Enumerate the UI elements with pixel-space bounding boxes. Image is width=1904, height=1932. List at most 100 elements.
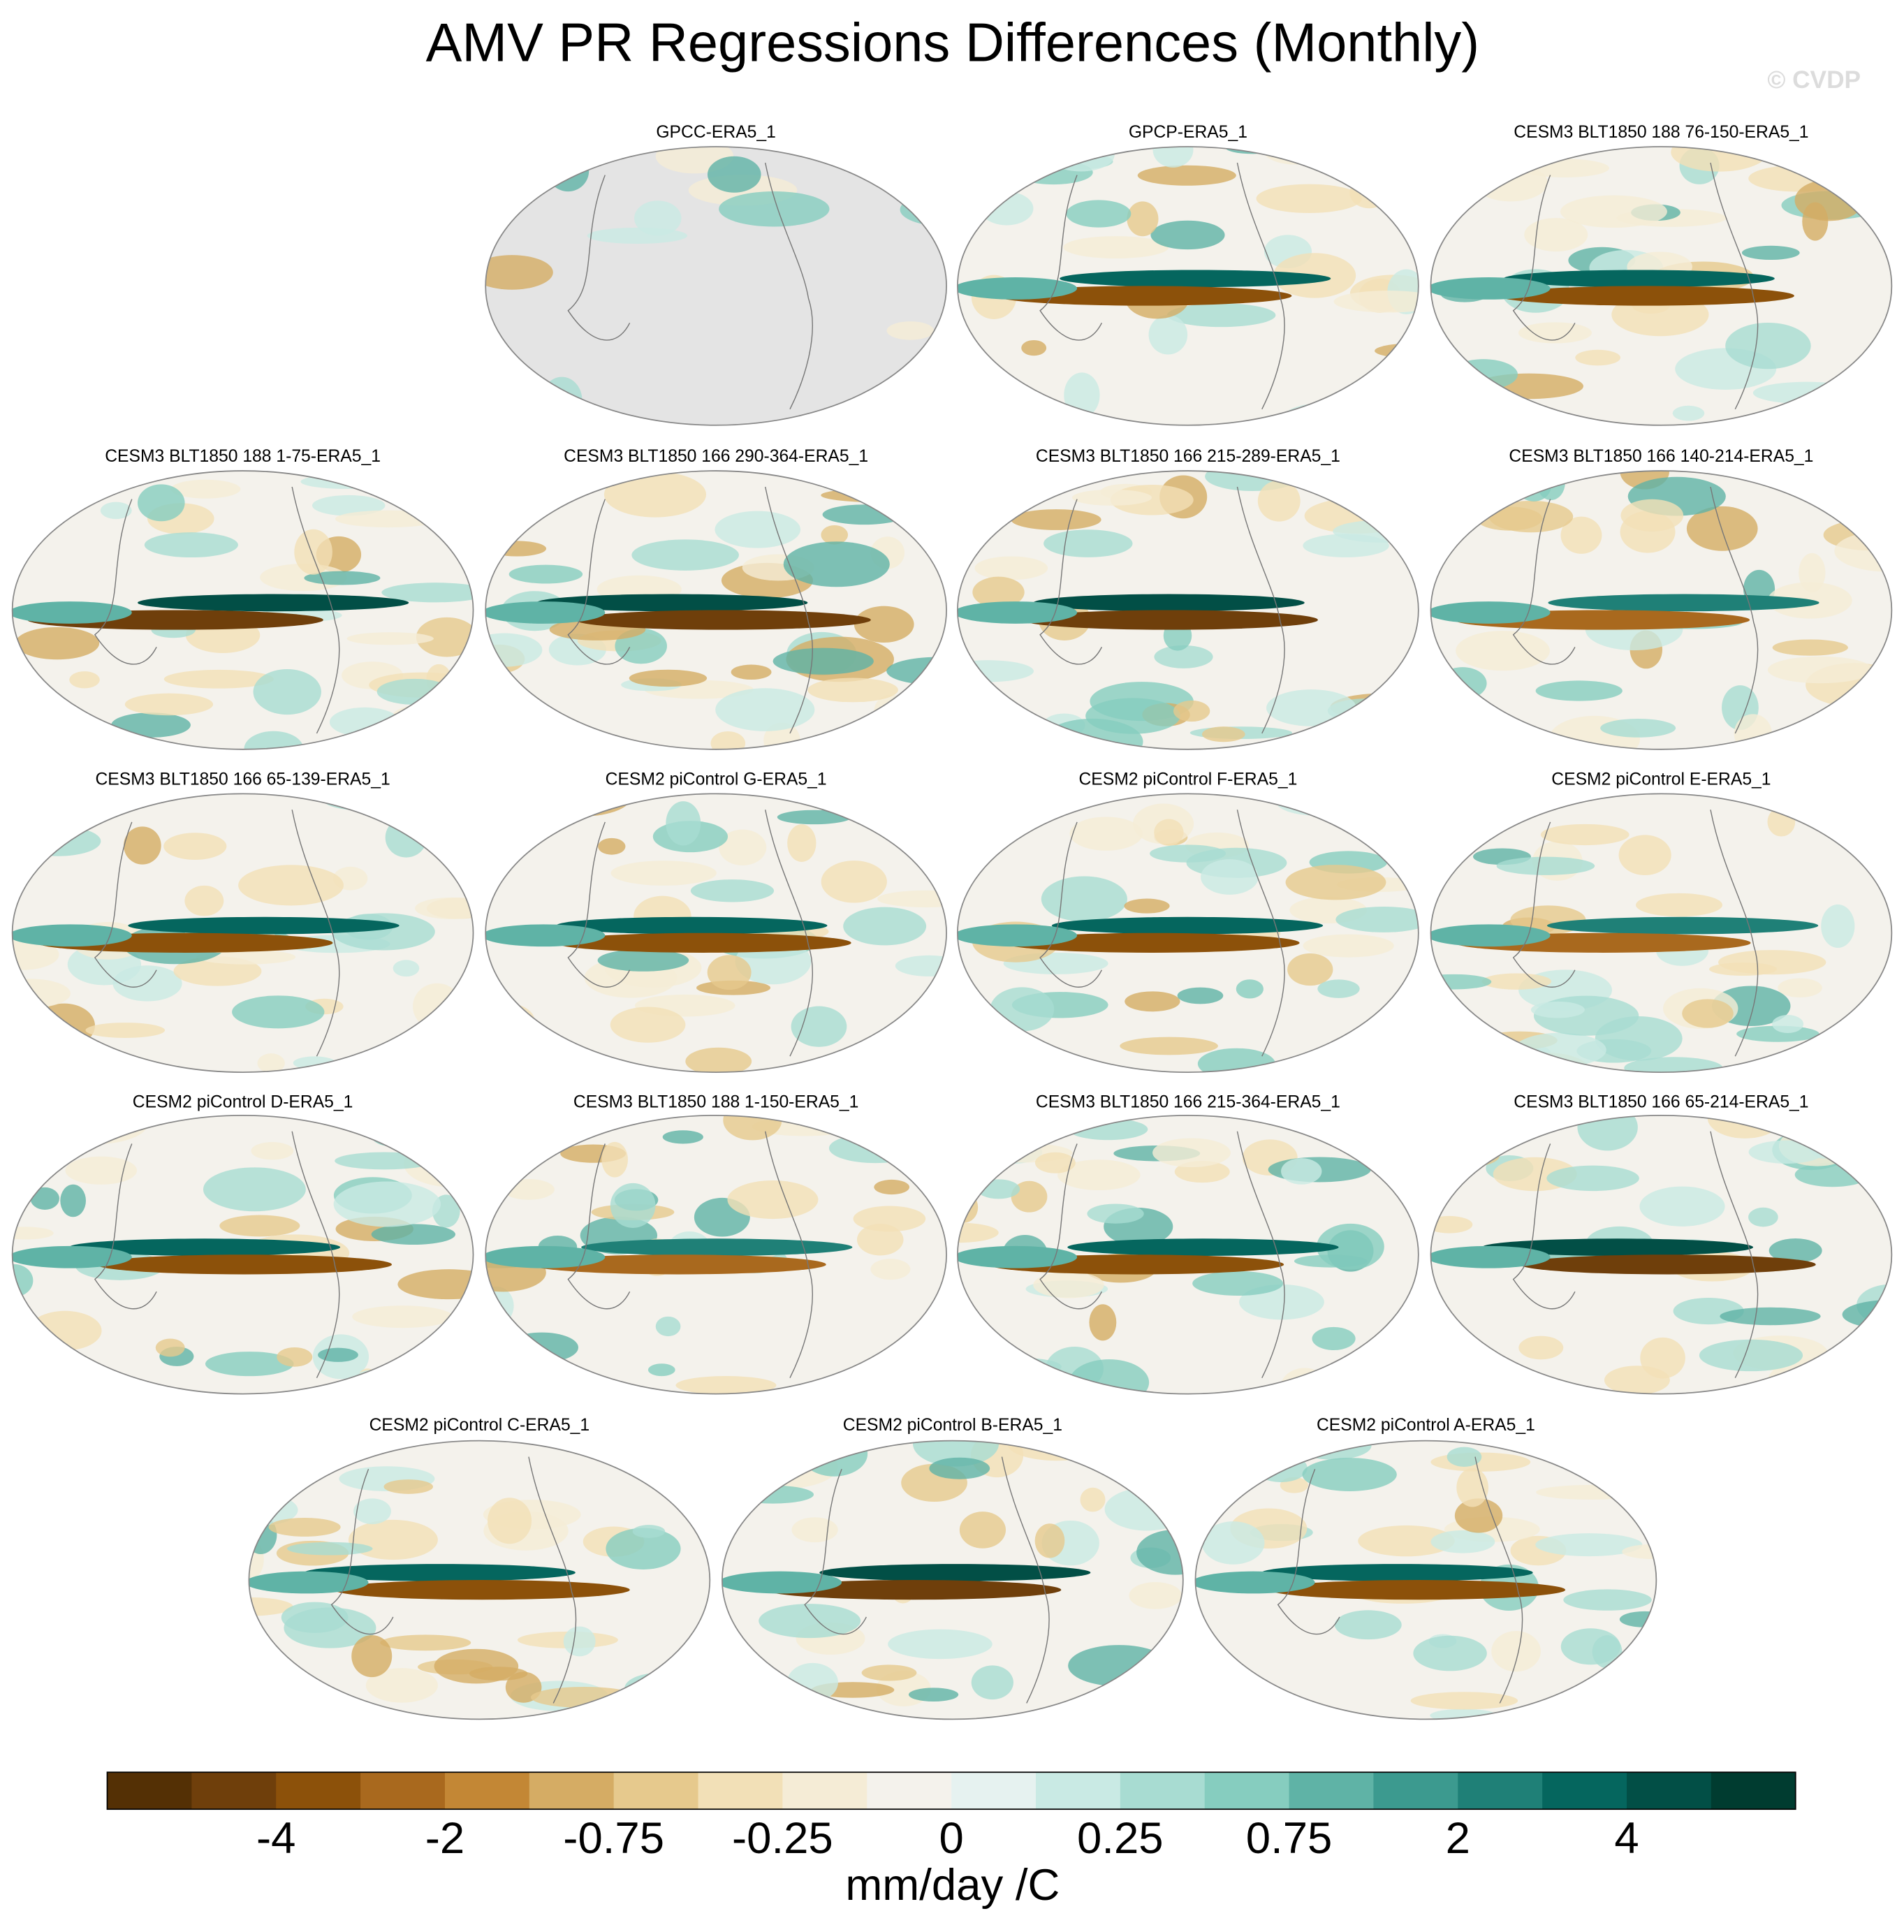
coastline: [330, 1468, 394, 1635]
map-shading: [416, 617, 474, 657]
coastline: [567, 499, 631, 665]
map-shading: [1772, 1015, 1804, 1034]
map-shading: [655, 1316, 681, 1337]
map-shading: [980, 191, 1034, 226]
map-shading: [1154, 819, 1184, 847]
map-shading: [1266, 689, 1356, 726]
map-shading: [1349, 821, 1419, 839]
map-shading: [603, 471, 707, 518]
coastline: [94, 499, 157, 665]
tropical-band: [556, 916, 828, 935]
map-shading: [352, 1305, 453, 1329]
map-shading: [821, 488, 932, 503]
tropical-band: [1060, 270, 1331, 288]
map-shading: [170, 479, 241, 499]
map-shading: [434, 1648, 519, 1684]
map-shading: [929, 1457, 990, 1479]
coastline: [1236, 162, 1285, 410]
map-shading: [1358, 1525, 1455, 1557]
map-shading: [791, 1006, 847, 1047]
map-shading: [1430, 1215, 1473, 1234]
map-shading: [312, 495, 386, 516]
map-shading: [1236, 979, 1264, 999]
map-shading: [1066, 200, 1132, 228]
map-shading: [1148, 314, 1188, 355]
map-shading: [396, 1034, 462, 1060]
colorbar-box: [1289, 1772, 1374, 1810]
map-shading: [976, 1179, 1020, 1199]
tropical-band: [957, 924, 1078, 947]
map-shading: [508, 564, 583, 584]
coastline: [567, 821, 631, 988]
map-shading: [1741, 245, 1800, 261]
map-shading: [1624, 1057, 1723, 1073]
map-shading: [1535, 1533, 1643, 1557]
tropical-band: [1430, 277, 1551, 300]
map-shading: [1047, 147, 1115, 172]
map-shading: [1748, 165, 1848, 192]
map-shading: [251, 1442, 295, 1488]
map-shading: [1802, 202, 1829, 241]
coastline: [1236, 1131, 1285, 1378]
coastline: [804, 1468, 867, 1635]
map-shading: [329, 707, 400, 737]
map-shading: [1794, 403, 1885, 425]
map-shading: [610, 1183, 656, 1228]
map-shading: [783, 541, 890, 587]
watermark: © CVDP: [1767, 66, 1861, 94]
colorbar-box: [444, 1772, 530, 1810]
tropical-band: [12, 924, 132, 947]
map-shading: [1430, 1329, 1458, 1375]
coastline: [1039, 175, 1103, 341]
tropical-band: [722, 1571, 842, 1594]
map-shading: [1872, 502, 1892, 522]
map-shading: [485, 1003, 535, 1039]
coastline: [765, 162, 813, 410]
map-shading: [318, 1347, 358, 1362]
coastline: [765, 810, 813, 1057]
tropical-band: [1548, 594, 1819, 612]
map-shading: [1034, 1152, 1076, 1173]
map-outline: [957, 146, 1419, 426]
map-shading: [666, 801, 701, 846]
map-shading: [1430, 705, 1493, 743]
map-shading: [387, 471, 444, 501]
map-shading: [1333, 520, 1419, 543]
map-shading: [541, 376, 583, 423]
map-shading: [353, 1498, 391, 1525]
map-shading: [144, 532, 238, 558]
coastline: [291, 486, 340, 734]
map-shading: [262, 1440, 297, 1468]
map-shading: [1496, 856, 1595, 875]
map-shading: [1815, 1128, 1843, 1150]
map-panel: [722, 1440, 1183, 1720]
tropical-band: [1033, 594, 1305, 612]
tropical-band: [957, 601, 1078, 624]
map-shading: [957, 1192, 979, 1223]
map-shading: [203, 1167, 306, 1212]
map-shading: [861, 1664, 917, 1681]
map-shading: [888, 1629, 993, 1660]
map-panel: [957, 793, 1419, 1073]
map-shading: [196, 949, 296, 965]
map-shading: [1069, 817, 1143, 851]
panel-title: CESM3 BLT1850 166 140-214-ERA5_1: [1509, 447, 1813, 466]
map-shading: [777, 810, 851, 825]
map-shading: [1080, 1487, 1106, 1512]
map-shading: [1011, 1180, 1048, 1213]
map-shading: [1287, 953, 1333, 986]
coastline: [1710, 1131, 1759, 1378]
map-shading: [1281, 1158, 1322, 1185]
map-shading: [1317, 979, 1360, 998]
map-shading: [1294, 1440, 1372, 1460]
colorbar-label: -0.75: [563, 1814, 664, 1863]
tropical-band: [304, 1564, 576, 1581]
map-shading: [972, 576, 1025, 608]
map-panel: [1430, 471, 1892, 749]
map-shading: [1618, 835, 1671, 876]
map-outline: [485, 793, 947, 1073]
map-shading: [722, 1447, 816, 1472]
map-shading: [508, 1119, 561, 1147]
map-shading: [1152, 1138, 1231, 1168]
map-shading: [963, 701, 1002, 742]
